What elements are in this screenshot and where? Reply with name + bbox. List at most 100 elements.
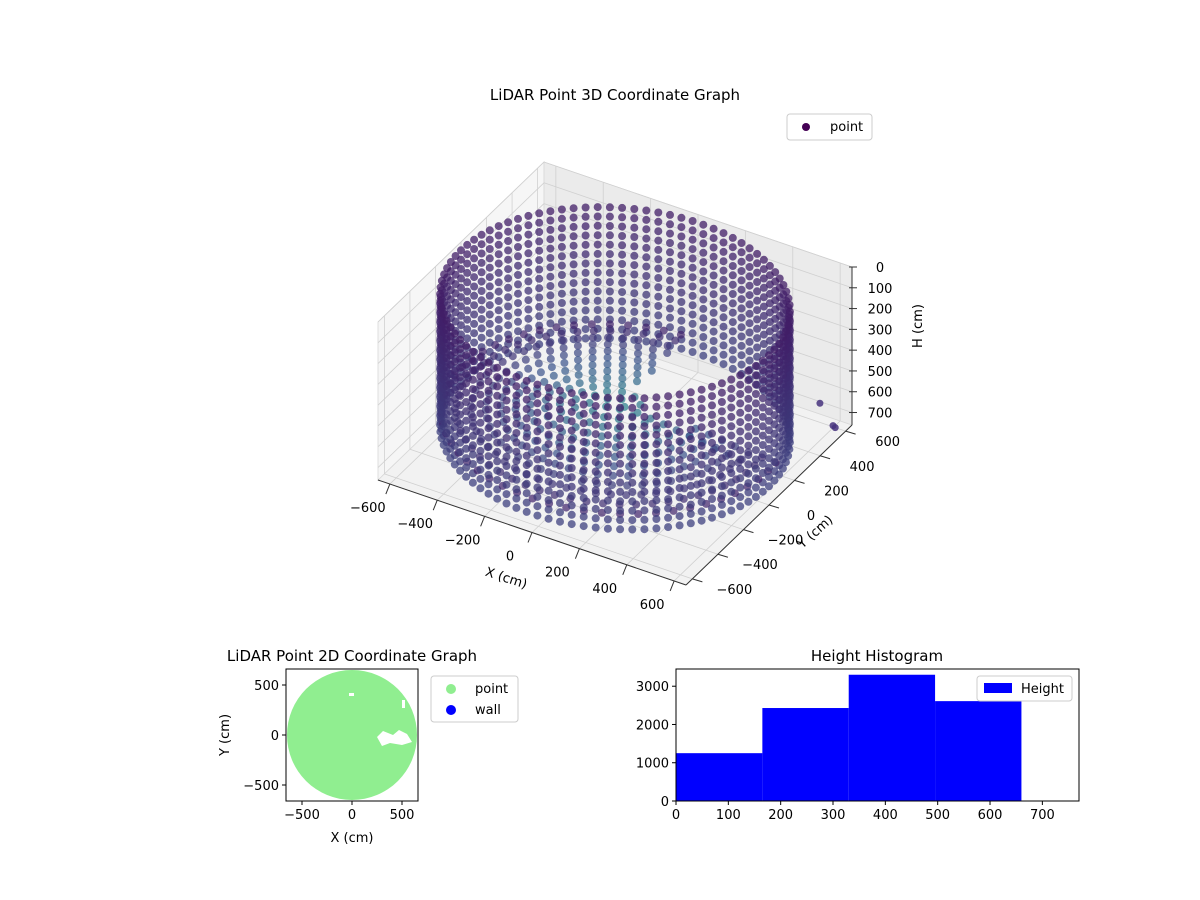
chart-3d-point [603, 367, 612, 375]
chart-3d-point [476, 465, 485, 474]
chart-3d-point [688, 329, 697, 338]
chart-3d-point [567, 454, 576, 463]
chart-3d-point [745, 263, 754, 271]
chart-3d-point [708, 410, 716, 419]
chart-3d-grid-y-floor [384, 473, 693, 580]
chart-3d-point [708, 495, 716, 503]
chart-3d-point [618, 354, 627, 363]
chart-3d-point [736, 418, 745, 427]
chart-3d-point [463, 240, 472, 249]
chart-3d-point [737, 304, 746, 313]
chart-3d-point [677, 307, 686, 316]
chart-3d-point [485, 273, 494, 282]
chart-3d-point [709, 318, 718, 327]
chart-3d-point [759, 293, 768, 302]
chart-3d-point [462, 398, 471, 406]
chart-3d-point [765, 261, 774, 270]
chart-3d-point [736, 399, 745, 408]
chart-3d-point [567, 501, 576, 510]
chart-3d-point [697, 395, 706, 404]
chart-3d-point [618, 316, 627, 325]
chart-3d-point [534, 359, 543, 368]
chart-3d-point [628, 450, 637, 459]
chart-3d-point [514, 224, 522, 233]
chart-3d-point [699, 258, 708, 267]
chart-3d-point [717, 454, 726, 463]
chart-3d-point [630, 279, 639, 288]
chart-3d-point [753, 287, 762, 296]
chart-3d-point [664, 438, 673, 447]
chart-3d-point [642, 337, 651, 346]
chart-3d-point [664, 448, 673, 457]
chart-3d-point [618, 297, 627, 306]
chart-3d-point [579, 522, 588, 531]
chart-3d-point [514, 289, 522, 298]
chart-2d-legend-marker-point [446, 684, 456, 694]
chart-3d-point [579, 428, 588, 437]
chart-3d-point [737, 360, 746, 369]
chart-3d-point [484, 424, 493, 433]
chart-3d-point [569, 232, 578, 241]
chart-3d-point [779, 281, 788, 289]
chart-3d-point [782, 287, 791, 296]
chart-3d-point [535, 209, 544, 218]
chart-3d-point [654, 245, 663, 254]
chart-3d-y-tick-label: 600 [875, 435, 900, 450]
chart-3d-point [688, 291, 697, 300]
chart-2d-ylabel: Y (cm) [218, 714, 233, 757]
chart-3d-point [688, 282, 697, 291]
chart-3d-point [751, 399, 760, 408]
chart-3d-grid-z-back [543, 182, 853, 289]
chart-3d-point [605, 287, 614, 296]
chart-3d-point [616, 441, 625, 450]
chart-3d-point [728, 336, 737, 345]
chart-3d-point [736, 436, 745, 445]
chart-3d-point [630, 205, 639, 213]
chart-3d-point [709, 337, 718, 345]
chart-3d-point [502, 443, 511, 452]
chart-3d-point [493, 476, 502, 484]
chart-3d-point [463, 315, 472, 324]
chart-3d-point [502, 471, 511, 480]
chart-3d-point [605, 306, 614, 315]
chart-3d-point [591, 495, 600, 504]
chart-3d-point [484, 470, 493, 479]
chart-3d-point [688, 235, 697, 244]
chart-3d-point [775, 274, 784, 283]
chart-3d-point [569, 241, 578, 250]
chart-3d-point [485, 254, 494, 263]
chart-3d-ticks: −600−400−2000200400600−600−400−200020040… [350, 261, 900, 613]
chart-3d-point [642, 225, 651, 234]
chart-3d-point [709, 290, 718, 299]
histogram-bar [935, 701, 1022, 801]
chart-3d-point [699, 342, 708, 351]
chart-3d-point [574, 355, 582, 364]
chart-3d-point [699, 323, 708, 332]
chart-3d: LiDAR Point 3D Coordinate Graph −600 −400… [350, 86, 926, 613]
chart-3d-point [522, 442, 531, 451]
chart-3d-point [642, 300, 651, 309]
chart-3d-point [719, 360, 728, 369]
chart-3d-point [579, 512, 588, 521]
chart-3d-point [597, 432, 606, 441]
chart-3d-point [751, 436, 760, 445]
chart-3d-point [640, 412, 649, 421]
chart-3d-point [728, 280, 737, 289]
chart-3d-point [546, 235, 555, 244]
chart-3d-point [745, 244, 754, 253]
histogram-x-tick-label: 700 [1030, 808, 1055, 823]
chart-3d-point [463, 325, 472, 334]
chart-3d-point [493, 429, 502, 438]
chart-3d-point [719, 350, 728, 359]
chart-3d-point [616, 450, 625, 459]
chart-3d-point [751, 371, 760, 380]
chart-3d-point [697, 423, 706, 432]
chart-3d-point [569, 279, 578, 288]
chart-3d-point [579, 400, 588, 409]
chart-3d-point [556, 470, 564, 479]
chart-3d-point [628, 516, 637, 525]
chart-3d-point [628, 460, 637, 468]
chart-3d-point [717, 398, 726, 406]
chart-3d-point [719, 341, 728, 350]
chart-3d-point [688, 310, 697, 319]
